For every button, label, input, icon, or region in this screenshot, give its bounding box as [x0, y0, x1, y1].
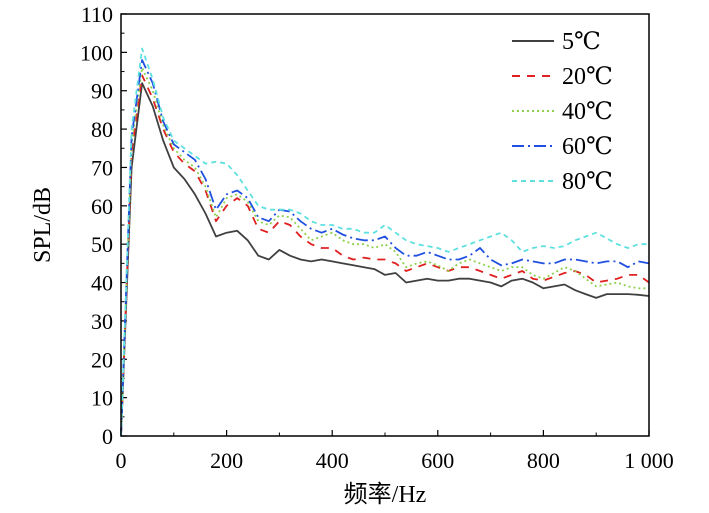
y-tick-label: 100: [80, 40, 113, 65]
legend-label-4: 60℃: [562, 134, 613, 160]
y-tick-label: 70: [91, 155, 113, 180]
y-tick-label: 20: [91, 347, 113, 372]
legend-label-1: 5℃: [562, 29, 601, 55]
x-tick-label: 800: [527, 448, 560, 473]
legend-label-3: 40℃: [562, 99, 613, 125]
x-tick-label: 400: [316, 448, 349, 473]
plot-frame: [120, 13, 650, 437]
x-tick-label: 1 000: [624, 448, 674, 473]
y-tick-label: 50: [91, 232, 113, 257]
x-axis-title: 频率/Hz: [344, 481, 427, 508]
series-line-1: [120, 82, 650, 437]
y-axis-title: SPL/dB: [30, 187, 56, 263]
series-line-4: [120, 59, 650, 437]
series-lines: [120, 47, 650, 437]
y-tick-label: 60: [91, 194, 113, 219]
series-line-5: [120, 47, 649, 437]
legend: 5℃ 20℃ 40℃ 60℃ 80℃: [512, 29, 613, 195]
series-line-3: [120, 66, 649, 437]
x-axis-ticks: 0 200 400 600 800 1 000: [116, 430, 674, 473]
y-tick-label: 10: [91, 386, 113, 411]
y-tick-label: 40: [91, 271, 113, 296]
y-tick-label: 30: [91, 309, 113, 334]
x-tick-label: 0: [116, 448, 127, 473]
y-axis-ticks: 0 10 20 30 40 50 60 70 80 90 100 110: [80, 2, 127, 449]
y-tick-label: 90: [91, 79, 113, 104]
series-line-2: [120, 74, 650, 437]
legend-label-5: 80℃: [562, 169, 613, 195]
y-tick-label: 0: [102, 424, 113, 449]
legend-label-2: 20℃: [562, 64, 613, 90]
x-tick-label: 200: [210, 448, 243, 473]
y-tick-label: 80: [91, 117, 113, 142]
y-tick-label: 110: [81, 2, 113, 27]
x-tick-label: 600: [421, 448, 454, 473]
